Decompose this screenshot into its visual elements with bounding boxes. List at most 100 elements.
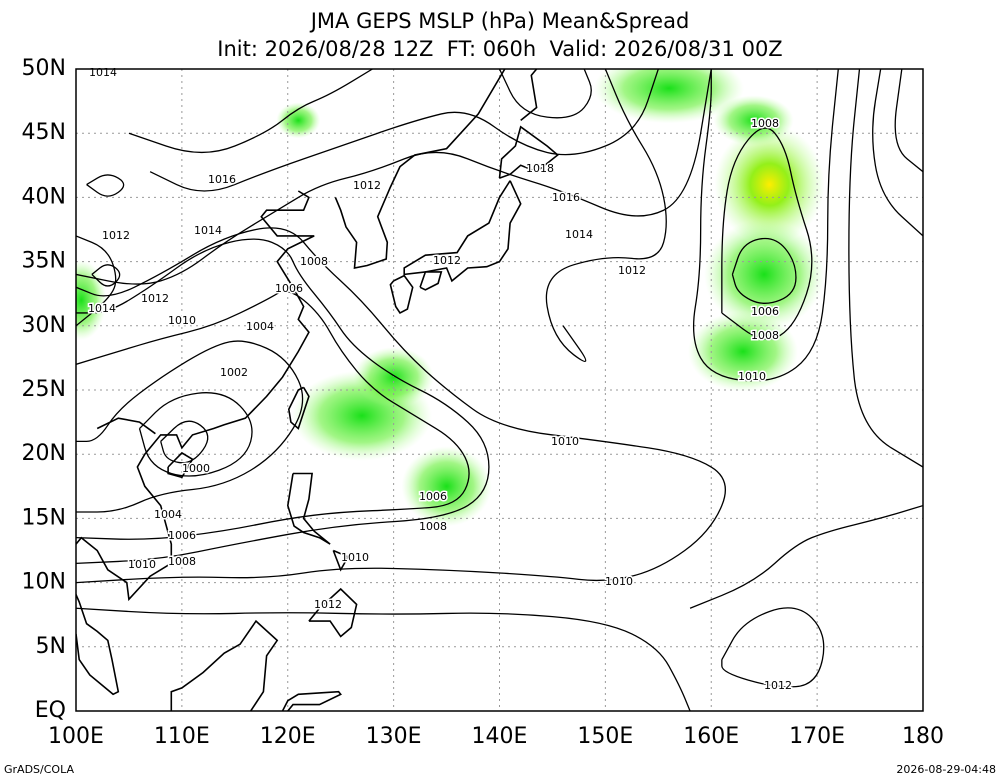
- isobar-label: 1012: [764, 679, 792, 692]
- coastline: [286, 472, 331, 545]
- lat-label: 25N: [22, 377, 66, 402]
- isobar-labels: 1014 1016 1012 1018 1016 1014 1012 1014 1008 1012…: [87, 65, 794, 694]
- coastline: [281, 690, 342, 711]
- footer-left: GrADS/COLA: [4, 763, 74, 776]
- isobar-label: 1012: [618, 264, 646, 277]
- isobar-label: 1016: [208, 173, 236, 186]
- lon-label: 170E: [789, 724, 845, 749]
- lon-label: 110E: [154, 724, 210, 749]
- isobar-label: 1006: [751, 305, 779, 318]
- isobar: [76, 290, 470, 540]
- isobar-label: 1010: [168, 314, 196, 327]
- lat-label: EQ: [35, 698, 66, 723]
- axis-labels: EQ 5N 10N 15N 20N 25N 30N 35N 40N 45N 50N 100E 110E 1…: [22, 56, 944, 749]
- spread-area: [704, 219, 825, 330]
- coastline: [520, 69, 538, 122]
- isobar-label: 1014: [565, 228, 593, 241]
- isobar: [689, 504, 923, 609]
- isobars: [76, 69, 923, 711]
- coastline: [498, 125, 559, 179]
- lon-label: 150E: [577, 724, 633, 749]
- isobar-label: 1010: [341, 551, 369, 564]
- isobar-label: 1008: [168, 555, 196, 568]
- isobar-label: 1010: [738, 370, 766, 383]
- isobar-label: 1012: [433, 254, 461, 267]
- isobar-label: 1006: [168, 529, 196, 542]
- isobar: [721, 607, 825, 688]
- lat-label: 5N: [36, 634, 66, 659]
- isobar: [76, 607, 691, 711]
- lat-label: 30N: [22, 313, 66, 338]
- isobar-label: 1012: [102, 229, 130, 242]
- coastline: [76, 190, 315, 602]
- lat-label: 45N: [22, 120, 66, 145]
- isobar-label: 1018: [526, 162, 554, 175]
- isobar: [872, 69, 923, 237]
- lon-label: 100E: [48, 724, 104, 749]
- spread-area: [401, 446, 492, 527]
- isobar: [160, 420, 209, 464]
- isobar: [86, 174, 125, 197]
- lat-label: 15N: [22, 505, 66, 530]
- lon-label: 120E: [260, 724, 316, 749]
- isobar-label: 1004: [246, 320, 274, 333]
- isobar: [692, 69, 839, 382]
- isobar-label: 1002: [220, 366, 248, 379]
- spread-area: [714, 124, 825, 245]
- isobar-label: 1008: [751, 117, 779, 130]
- isobar: [848, 69, 923, 468]
- isobar-label: 1004: [154, 508, 182, 521]
- isobar: [894, 69, 923, 173]
- isobar-label: 1008: [300, 255, 328, 268]
- coastlines: [76, 69, 559, 711]
- footer-right: 2026-08-29-04:48: [896, 763, 996, 776]
- lon-label: 180: [902, 724, 944, 749]
- coastline: [308, 587, 358, 638]
- lon-label: 160E: [683, 724, 739, 749]
- isobar: [128, 69, 373, 154]
- lat-label: 20N: [22, 441, 66, 466]
- lon-label: 130E: [366, 724, 422, 749]
- spread-area: [593, 69, 744, 124]
- coastline: [389, 274, 414, 315]
- isobar: [498, 69, 592, 119]
- isobar: [76, 340, 304, 513]
- coastline: [334, 69, 506, 269]
- isobar-label: 1010: [128, 558, 156, 571]
- isobar: [91, 264, 121, 287]
- isobar: [721, 127, 813, 340]
- grid: [76, 69, 923, 711]
- isobar-label: 1012: [353, 179, 381, 192]
- isobar-label: 1014: [89, 66, 117, 79]
- lat-label: 35N: [22, 249, 66, 274]
- isobar-label: 1014: [88, 302, 116, 315]
- isobar: [149, 69, 659, 192]
- lat-label: 50N: [22, 56, 66, 81]
- coastline: [403, 180, 522, 283]
- coastline: [332, 549, 350, 572]
- isobar-label: 1008: [419, 520, 447, 533]
- isobar: [76, 69, 712, 285]
- isobar: [545, 69, 667, 362]
- isobar-label: 1012: [141, 292, 169, 305]
- lat-label: 40N: [22, 184, 66, 209]
- isobar-label: 1016: [552, 191, 580, 204]
- coastline: [419, 271, 443, 291]
- isobar: [76, 238, 490, 564]
- subtitle: Init: 2026/08/28 12Z FT: 060h Valid: 202…: [217, 37, 782, 61]
- coastline: [96, 417, 156, 435]
- map-frame: [75, 68, 924, 712]
- isobar: [731, 237, 797, 304]
- isobar: [76, 235, 117, 327]
- coastline: [76, 592, 120, 696]
- coastline: [170, 619, 279, 711]
- title: JMA GEPS MSLP (hPa) Mean&Spread: [309, 9, 690, 33]
- isobar-label: 1000: [182, 462, 210, 475]
- isobar: [76, 227, 726, 584]
- lat-label: 10N: [22, 570, 66, 595]
- isobar-label: 1006: [275, 282, 303, 295]
- isobar-label: 1010: [605, 575, 633, 588]
- lon-label: 140E: [472, 724, 528, 749]
- isobar-label: 1012: [314, 598, 342, 611]
